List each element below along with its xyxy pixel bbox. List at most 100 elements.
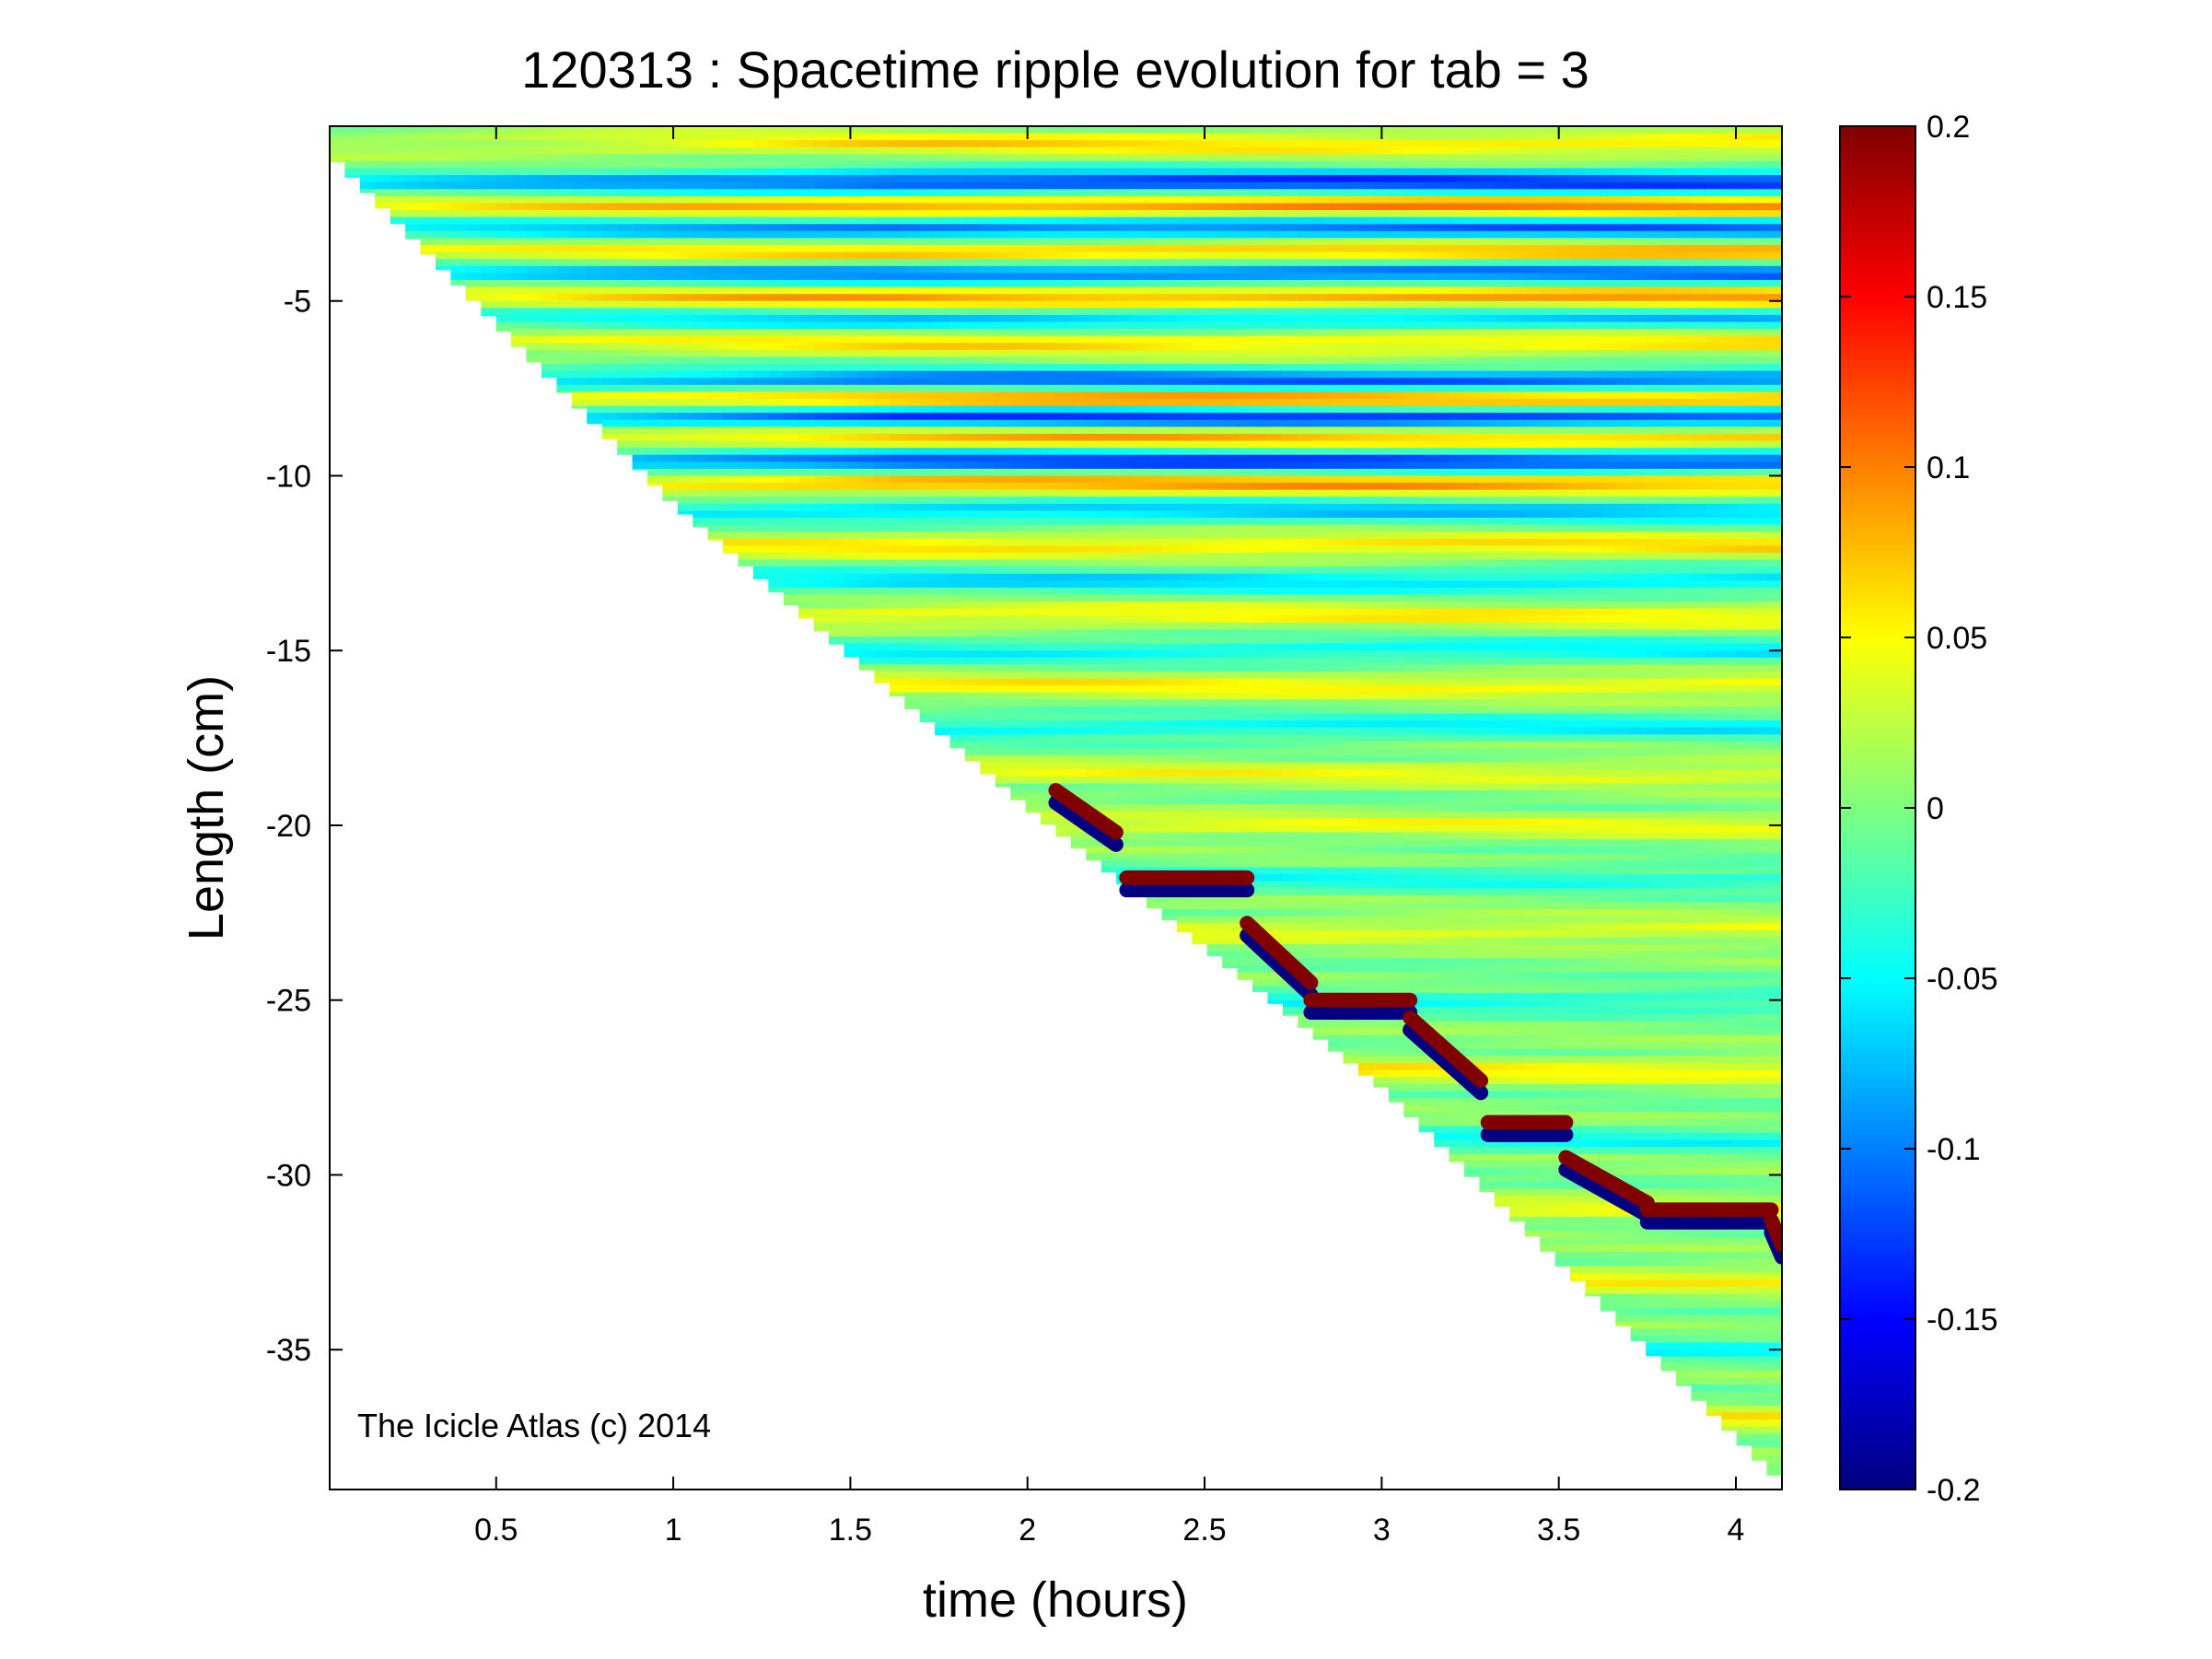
heatmap-cell — [526, 189, 542, 197]
heatmap-cell — [995, 699, 1011, 707]
heatmap-cell — [1100, 497, 1117, 505]
heatmap-cell — [556, 308, 573, 316]
heatmap-cell — [662, 216, 679, 225]
heatmap-cell — [1298, 195, 1314, 204]
heatmap-cell — [1237, 538, 1253, 546]
heatmap-cell — [1206, 811, 1223, 819]
heatmap-cell — [844, 230, 860, 240]
heatmap-cell — [798, 399, 815, 407]
heatmap-cell — [1252, 602, 1269, 610]
heatmap-cell — [768, 573, 785, 581]
heatmap-cell — [1267, 608, 1284, 616]
heatmap-cell — [723, 405, 739, 414]
heatmap-cell — [707, 175, 724, 183]
heatmap-cell — [405, 154, 422, 162]
heatmap-cell — [1206, 468, 1223, 477]
heatmap-cell — [935, 364, 951, 372]
heatmap-cell — [707, 314, 724, 323]
heatmap-cell — [1328, 181, 1345, 190]
heatmap-cell — [752, 545, 769, 554]
heatmap-cell — [1010, 419, 1027, 427]
heatmap-cell — [1282, 399, 1298, 407]
heatmap-cell — [465, 168, 482, 176]
heatmap-cell — [405, 175, 422, 183]
heatmap-cell — [1343, 951, 1359, 959]
heatmap-cell — [813, 510, 830, 519]
heatmap-cell — [1161, 405, 1178, 414]
heatmap-cell — [646, 133, 663, 141]
heatmap-cell — [1206, 741, 1223, 750]
heatmap-cell — [1237, 783, 1253, 791]
heatmap-cell — [1025, 720, 1042, 729]
heatmap-cell — [1055, 594, 1072, 602]
heatmap-cell — [1222, 909, 1239, 917]
heatmap-cell — [738, 399, 754, 407]
heatmap-cell — [526, 308, 542, 316]
heatmap-cell — [1147, 741, 1163, 750]
heatmap-cell — [707, 195, 724, 204]
heatmap-cell — [1267, 440, 1284, 449]
heatmap-cell — [798, 384, 815, 393]
heatmap-cell — [1100, 762, 1117, 770]
heatmap-cell — [980, 741, 996, 750]
heatmap-cell — [511, 245, 528, 253]
heatmap-cell — [904, 216, 921, 225]
heatmap-cell — [541, 230, 558, 240]
heatmap-cell — [1312, 238, 1329, 246]
heatmap-cell — [1100, 146, 1117, 155]
heatmap-cell — [783, 203, 799, 211]
heatmap-cell — [1312, 923, 1329, 931]
heatmap-cell — [1192, 518, 1208, 526]
heatmap-cell — [1070, 399, 1087, 407]
heatmap-cell — [783, 567, 799, 575]
heatmap-cell — [723, 468, 739, 477]
heatmap-cell — [752, 364, 769, 372]
heatmap-cell — [1147, 335, 1163, 344]
heatmap-cell — [752, 335, 769, 344]
heatmap-cell — [1252, 532, 1269, 540]
heatmap-cell — [844, 399, 860, 407]
heatmap-cell — [1161, 720, 1178, 729]
heatmap-cell — [949, 238, 966, 246]
heatmap-cell — [964, 615, 981, 624]
heatmap-cell — [571, 154, 588, 162]
heatmap-cell — [1176, 909, 1193, 917]
heatmap-cell — [1312, 343, 1329, 351]
heatmap-cell — [511, 286, 528, 295]
heatmap-cell — [1252, 643, 1269, 651]
heatmap-cell — [662, 154, 679, 162]
heatmap-cell — [752, 286, 769, 295]
heatmap-cell — [1222, 629, 1239, 637]
heatmap-cell — [662, 399, 679, 407]
heatmap-cell — [1298, 573, 1314, 581]
heatmap-cell — [1010, 552, 1027, 561]
heatmap-cell — [1252, 748, 1269, 756]
heatmap-cell — [1147, 356, 1163, 365]
heatmap-cell — [1282, 245, 1298, 253]
heatmap-cell — [1041, 468, 1057, 477]
heatmap-cell — [1131, 133, 1147, 141]
heatmap-cell — [1147, 378, 1163, 386]
heatmap-cell — [1131, 839, 1147, 847]
heatmap-cell — [1055, 468, 1072, 477]
heatmap-cell — [541, 364, 558, 372]
heatmap-cell — [980, 622, 996, 631]
heatmap-cell — [1206, 567, 1223, 575]
heatmap-cell — [829, 238, 845, 246]
heatmap-cell — [752, 454, 769, 462]
heatmap-cell — [752, 189, 769, 197]
heatmap-cell — [752, 265, 769, 274]
heatmap-cell — [1055, 300, 1072, 309]
heatmap-cell — [1282, 518, 1298, 526]
heatmap-cell — [450, 203, 467, 211]
heatmap-cell — [1070, 685, 1087, 694]
heatmap-cell — [632, 329, 648, 337]
heatmap-cell — [420, 224, 437, 232]
heatmap-cell — [1192, 294, 1208, 302]
heatmap-cell — [707, 349, 724, 358]
heatmap-cell — [587, 140, 603, 148]
heatmap-cell — [495, 273, 512, 281]
heatmap-cell — [798, 615, 815, 619]
heatmap-cell — [995, 405, 1011, 414]
heatmap-cell — [1222, 859, 1239, 869]
